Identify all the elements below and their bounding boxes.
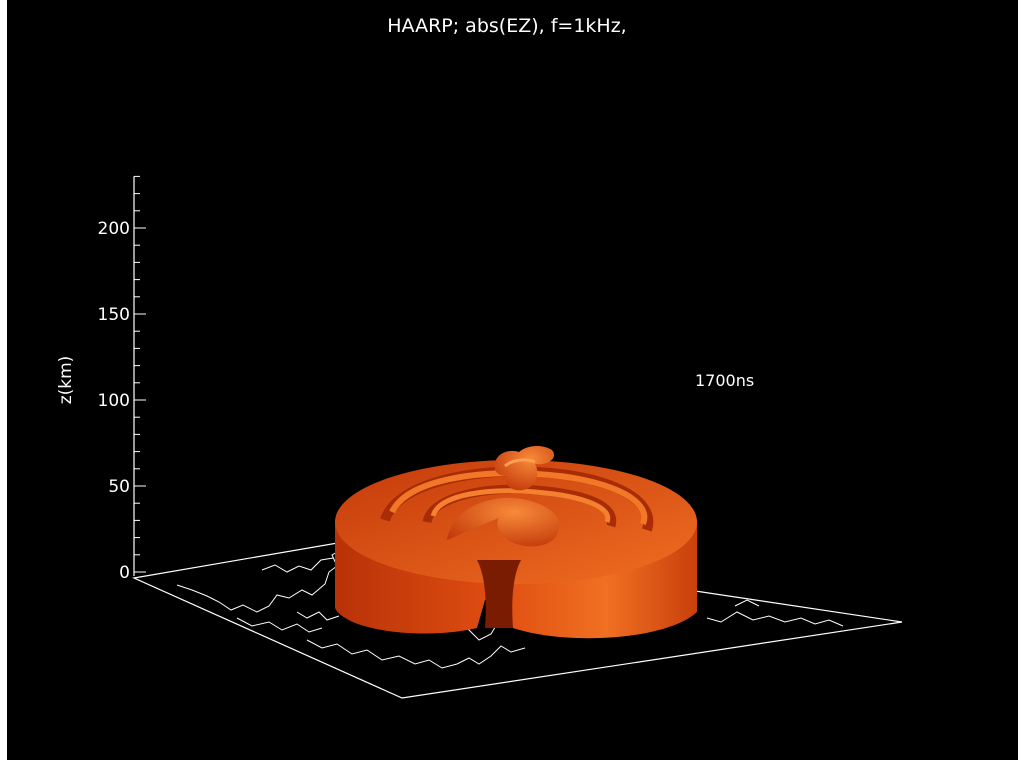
z-tick-label: 150: [98, 305, 130, 325]
isosurface-cleft: [477, 560, 521, 628]
chart-svg: HAARP; abs(EZ), f=1kHz, 0 50 100 150 200 z(k…: [56, 15, 903, 699]
coastline-path: [236, 617, 323, 633]
coastline-path: [734, 599, 760, 607]
isosurface-plume-highlight: [504, 458, 536, 468]
chart-title: HAARP; abs(EZ), f=1kHz,: [387, 15, 626, 37]
coastline-path: [296, 611, 340, 621]
z-tick-label: 50: [108, 477, 130, 497]
base-plane: [131, 539, 903, 699]
isosurface-swirl: [447, 497, 560, 547]
isosurface-plume: [494, 446, 555, 491]
z-tick-label: 200: [98, 219, 130, 239]
coastline-path: [466, 623, 498, 641]
coastline-path: [706, 611, 844, 627]
time-annotation: 1700ns: [695, 371, 754, 390]
coastline-path: [261, 557, 334, 573]
z-tick-label: 100: [98, 391, 130, 411]
base-plane-outline: [131, 539, 903, 699]
z-axis: 0 50 100 150 200: [98, 175, 146, 583]
coastline-contours: [176, 549, 844, 669]
z-axis-label: z(km): [56, 356, 76, 405]
isosurface: [335, 446, 697, 639]
coastline-path: [306, 639, 526, 669]
isosurface-ridge: [430, 488, 611, 523]
plot-area: HAARP; abs(EZ), f=1kHz, 0 50 100 150 200 z(k…: [7, 0, 1018, 760]
coastline-path: [176, 549, 342, 613]
z-tick-label: 0: [119, 563, 130, 583]
